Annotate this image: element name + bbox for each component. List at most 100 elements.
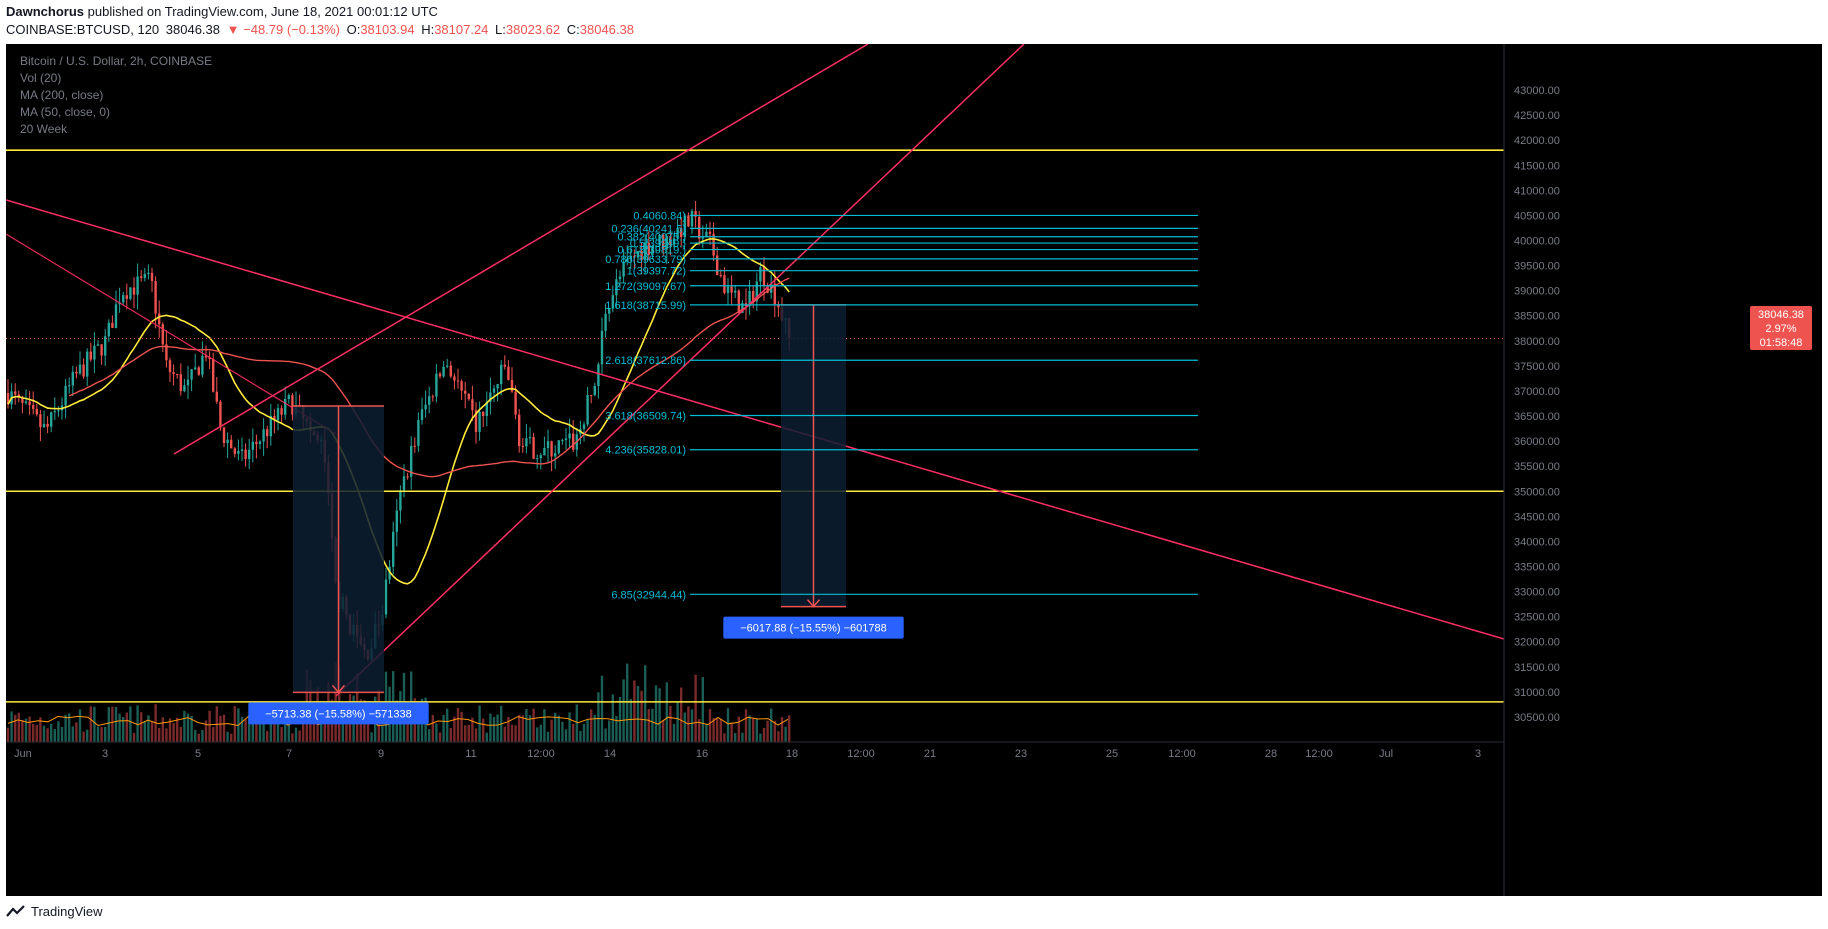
x-tick-7: 14 xyxy=(604,748,616,760)
close-value: 38046.38 xyxy=(579,22,634,37)
candle-body xyxy=(561,440,564,442)
candle-body xyxy=(662,234,665,250)
volume-bar xyxy=(564,729,568,742)
candle-body xyxy=(194,367,197,370)
measure-label-bg-0 xyxy=(248,702,429,725)
low-label: L: xyxy=(495,22,506,37)
candle-body xyxy=(64,385,67,406)
candle-body xyxy=(392,531,395,567)
volume-bar xyxy=(748,715,751,742)
candle-body xyxy=(32,405,35,409)
volume-bar xyxy=(46,728,49,742)
volume-bar xyxy=(428,729,431,742)
candle-body xyxy=(748,291,751,307)
volume-bar xyxy=(507,716,510,742)
candle-body xyxy=(111,322,114,329)
x-tick-16: 12:00 xyxy=(1305,748,1333,760)
volume-bar xyxy=(518,714,521,742)
volume-bar xyxy=(136,705,139,742)
volume-bar xyxy=(582,723,586,742)
volume-bar xyxy=(17,712,20,742)
candle-body xyxy=(406,476,409,478)
candle-body xyxy=(183,385,186,392)
volume-bar xyxy=(586,719,589,742)
x-tick-0: Jun xyxy=(14,748,32,760)
volume-bar xyxy=(489,713,492,742)
candle-body xyxy=(125,295,128,299)
volume-bar xyxy=(654,685,658,742)
tradingview-logo[interactable]: TradingView xyxy=(6,904,103,919)
candle-body xyxy=(431,396,434,398)
volume-bar xyxy=(593,714,596,742)
candle-body xyxy=(136,276,139,295)
fib-label-5: 0.786(39633.79) xyxy=(605,254,686,266)
volume-bar xyxy=(168,718,172,742)
volume-bar xyxy=(21,719,24,742)
x-tick-13: 25 xyxy=(1106,748,1118,760)
volume-bar xyxy=(744,709,748,742)
volume-bar xyxy=(788,715,791,742)
candle-body xyxy=(154,281,157,314)
candle-body xyxy=(629,255,632,259)
price-chart[interactable]: −5713.38 (−15.58%) −571338 −6017.88 (−15.… xyxy=(6,44,1822,896)
candle-body xyxy=(248,449,251,460)
high-value: 38107.24 xyxy=(434,22,489,37)
candle-body xyxy=(287,395,290,399)
volume-bar xyxy=(611,694,614,742)
candle-body xyxy=(143,274,146,278)
author-name[interactable]: Dawnchorus xyxy=(6,4,85,19)
measure-label-1: −6017.88 (−15.55%) −601788 xyxy=(740,623,887,635)
legend-ma50[interactable]: MA (50, close, 0) xyxy=(20,105,111,119)
publish-info: published on TradingView.com, June 18, 2… xyxy=(87,4,438,19)
volume-bar xyxy=(219,715,222,742)
candle-body xyxy=(140,276,143,278)
volume-bar xyxy=(204,720,208,742)
candle-body xyxy=(690,211,694,227)
volume-bar xyxy=(6,727,10,742)
legend-vol[interactable]: Vol (20) xyxy=(20,71,62,85)
candle-body xyxy=(521,446,524,448)
fib-label-4: 0.618(39819.) xyxy=(618,245,687,257)
volume-bar xyxy=(662,720,665,742)
volume-bar xyxy=(532,708,535,742)
ma50-line xyxy=(7,238,790,585)
volume-bar xyxy=(572,723,575,742)
volume-bar xyxy=(150,721,154,742)
y-tick-13: 37000.00 xyxy=(1514,386,1560,398)
candle-body xyxy=(75,371,78,374)
candle-body xyxy=(50,412,53,427)
y-tick-2: 31500.00 xyxy=(1514,662,1560,674)
candle-body xyxy=(208,357,211,359)
candle-body xyxy=(428,396,431,405)
candle-body xyxy=(71,371,74,386)
candle-body xyxy=(482,411,485,416)
volume-bar xyxy=(773,720,776,742)
volume-bar xyxy=(417,707,420,742)
volume-bar xyxy=(528,715,532,742)
candle-body xyxy=(284,398,287,415)
legend-20week[interactable]: 20 Week xyxy=(20,122,68,136)
y-tick-24: 42500.00 xyxy=(1514,110,1560,122)
volume-bar xyxy=(456,707,460,742)
volume-bar xyxy=(708,709,712,742)
candle-body xyxy=(24,401,28,403)
candle-body xyxy=(460,381,463,391)
chart-area[interactable]: −5713.38 (−15.58%) −571338 −6017.88 (−15.… xyxy=(6,44,1822,896)
fib-label-12: 6.85(32944.44) xyxy=(611,589,686,601)
x-tick-11: 21 xyxy=(924,748,936,760)
candle-body xyxy=(197,367,200,375)
y-tick-8: 34500.00 xyxy=(1514,511,1560,523)
fib-label-10: 3.618(36509.74) xyxy=(605,411,686,423)
candle-body xyxy=(510,379,514,392)
x-tick-3: 7 xyxy=(286,748,292,760)
volume-bar xyxy=(111,706,114,742)
last-price-badge: 38046.38 2.97% 01:58:48 xyxy=(1750,306,1812,350)
candle-body xyxy=(669,236,672,245)
volume-bar xyxy=(240,716,244,742)
candle-body xyxy=(68,385,71,387)
volume-bar xyxy=(485,732,488,742)
candle-body xyxy=(14,391,17,395)
legend-ma200[interactable]: MA (200, close) xyxy=(20,88,104,102)
legend-title[interactable]: Bitcoin / U.S. Dollar, 2h, COINBASE xyxy=(20,54,213,68)
candle-body xyxy=(237,450,240,454)
